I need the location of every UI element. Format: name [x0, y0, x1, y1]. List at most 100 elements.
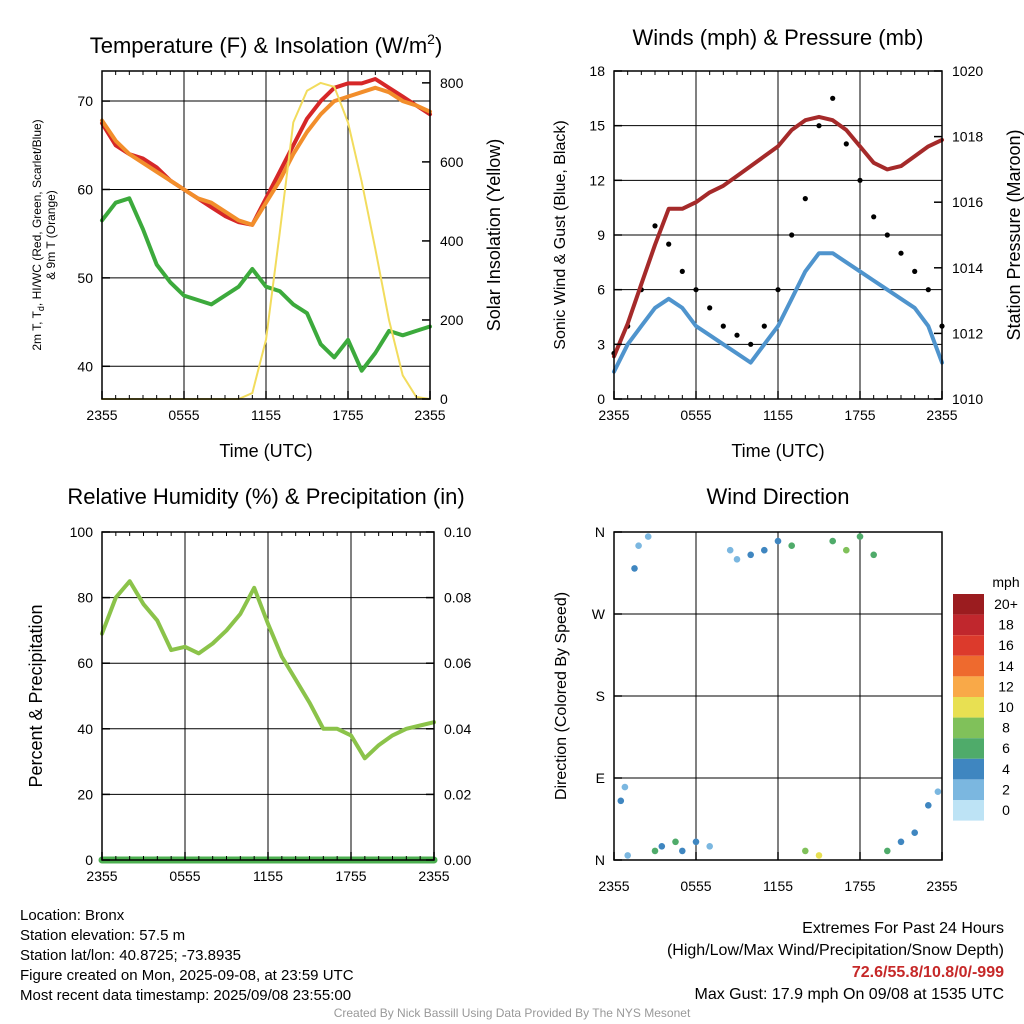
direction-point: [635, 542, 642, 549]
gust-point: [871, 214, 877, 220]
series-line-0: [612, 251, 944, 374]
x-tick-label: 0555: [168, 407, 199, 423]
direction-point: [761, 546, 768, 554]
winds-panel: Winds (mph) & Pressure (mb) 2355 0555 1155…: [552, 25, 1024, 461]
y-tick-label: 12: [589, 172, 605, 188]
legend-swatch: [953, 717, 984, 739]
legend-swatch: [953, 655, 984, 677]
x-tick-label: 1155: [763, 407, 793, 423]
legend-label: 0: [1002, 802, 1010, 818]
y-tick-label: 20: [77, 786, 93, 802]
y-tick-label: W: [592, 606, 606, 622]
x-tick-label: 2355: [926, 407, 957, 423]
temperature-ylabel: 2m T, Td, HI/WC (Red, Green, Scarlet/Blu…: [30, 119, 46, 350]
y2-tick-label: 0.10: [444, 524, 471, 540]
y-tick-label: 60: [77, 181, 93, 197]
y2-tick-label: 0.00: [444, 852, 471, 868]
legend-swatch: [953, 758, 984, 780]
gust-point: [666, 241, 672, 247]
series-line-2: [612, 114, 944, 359]
direction-point: [856, 533, 864, 540]
wind-direction-title: Wind Direction: [706, 484, 849, 509]
y2-tick-label: 1020: [952, 63, 983, 79]
x-tick-label: 2355: [86, 407, 117, 423]
direction-point: [658, 843, 666, 850]
gust-point: [816, 123, 822, 129]
legend-swatch: [953, 614, 984, 636]
y-tick-label: 100: [70, 524, 94, 540]
station-location: Location: Bronx: [20, 907, 125, 924]
direction-point: [788, 542, 795, 549]
legend-swatch: [953, 594, 984, 615]
max-gust: Max Gust: 17.9 mph On 09/08 at 1535 UTC: [694, 986, 1005, 1003]
winds-ylabel: Sonic Wind & Gust (Blue, Black): [552, 120, 569, 349]
y-tick-label: 18: [589, 63, 605, 79]
x-tick-label: 2355: [926, 878, 957, 894]
direction-point: [733, 556, 741, 563]
direction-point: [631, 565, 638, 572]
direction-point: [651, 847, 659, 855]
gust-point: [679, 268, 685, 274]
legend-swatch: [953, 697, 984, 718]
wind-direction-panel: Wind Direction 2355 0555 1155 1755 2355 N E S W N…: [553, 484, 1020, 894]
gust-point: [748, 341, 754, 347]
y2-tick-label: 0.04: [444, 721, 471, 737]
direction-point: [747, 551, 754, 559]
legend-label: 10: [998, 699, 1014, 715]
y-tick-label: 40: [77, 358, 93, 374]
gust-point: [843, 141, 849, 147]
extremes-values: 72.6/55.8/10.8/0/-999: [851, 964, 1004, 981]
gust-point: [898, 250, 904, 256]
y-tick-label: 9: [597, 227, 605, 243]
speed-legend: mph 20+ 18 16 14 12 10 8 6 4 2 0: [953, 574, 1020, 821]
gust-point: [912, 268, 918, 274]
gust-point: [761, 323, 767, 329]
direction-point: [692, 838, 700, 846]
y2-tick-label: 0: [440, 391, 448, 407]
y-tick-label: E: [596, 770, 605, 786]
direction-point: [706, 843, 713, 850]
direction-point: [644, 533, 652, 540]
humidity-title: Relative Humidity (%) & Precipitation (i…: [67, 484, 464, 509]
direction-point: [624, 852, 631, 859]
gust-point: [707, 305, 713, 311]
series-line-2: [100, 196, 432, 373]
x-tick-label: 2355: [418, 868, 449, 884]
wind-direction-ylabel: Direction (Colored By Speed): [553, 592, 570, 800]
gust-point: [652, 223, 658, 229]
gust-point: [925, 287, 931, 293]
y-tick-label: 3: [597, 336, 605, 352]
temperature-xlabel: Time (UTC): [219, 441, 312, 461]
legend-label: 18: [998, 617, 1014, 633]
extremes-title: Extremes For Past 24 Hours: [802, 920, 1004, 937]
x-tick-label: 0555: [169, 868, 200, 884]
y2-tick-label: 1012: [952, 325, 983, 341]
direction-point: [911, 829, 918, 836]
gust-point: [857, 177, 863, 183]
direction-point: [726, 546, 734, 554]
station-info: Location: Bronx Station elevation: 57.5 …: [20, 906, 354, 1006]
direction-point: [617, 797, 625, 805]
legend-label: 12: [998, 678, 1014, 694]
direction-point: [897, 838, 905, 846]
legend-label: 20+: [994, 596, 1018, 612]
legend-label: 16: [998, 637, 1014, 653]
legend-swatch: [953, 635, 984, 656]
x-tick-label: 1155: [251, 407, 281, 423]
x-tick-label: 1755: [332, 407, 363, 423]
pressure-ylabel: Station Pressure (Maroon): [1004, 129, 1024, 340]
recent-timestamp: Most recent data timestamp: 2025/09/08 2…: [20, 987, 352, 1004]
extremes-box: Extremes For Past 24 Hours (High/Low/Max…: [667, 918, 1004, 1006]
temperature-title: Temperature (F) & Insolation (W/m2): [90, 31, 443, 58]
legend-label: 2: [1002, 781, 1010, 797]
y2-tick-label: 200: [440, 312, 464, 328]
direction-point: [843, 546, 850, 554]
gust-point: [884, 232, 890, 238]
direction-point: [672, 838, 679, 846]
gust-point: [775, 287, 781, 293]
x-tick-label: 2355: [598, 878, 629, 894]
speed-legend-title: mph: [992, 574, 1019, 590]
temperature-panel: Temperature (F) & Insolation (W/m2) 2355…: [30, 31, 504, 461]
gust-point: [802, 196, 808, 202]
direction-point: [870, 551, 877, 559]
